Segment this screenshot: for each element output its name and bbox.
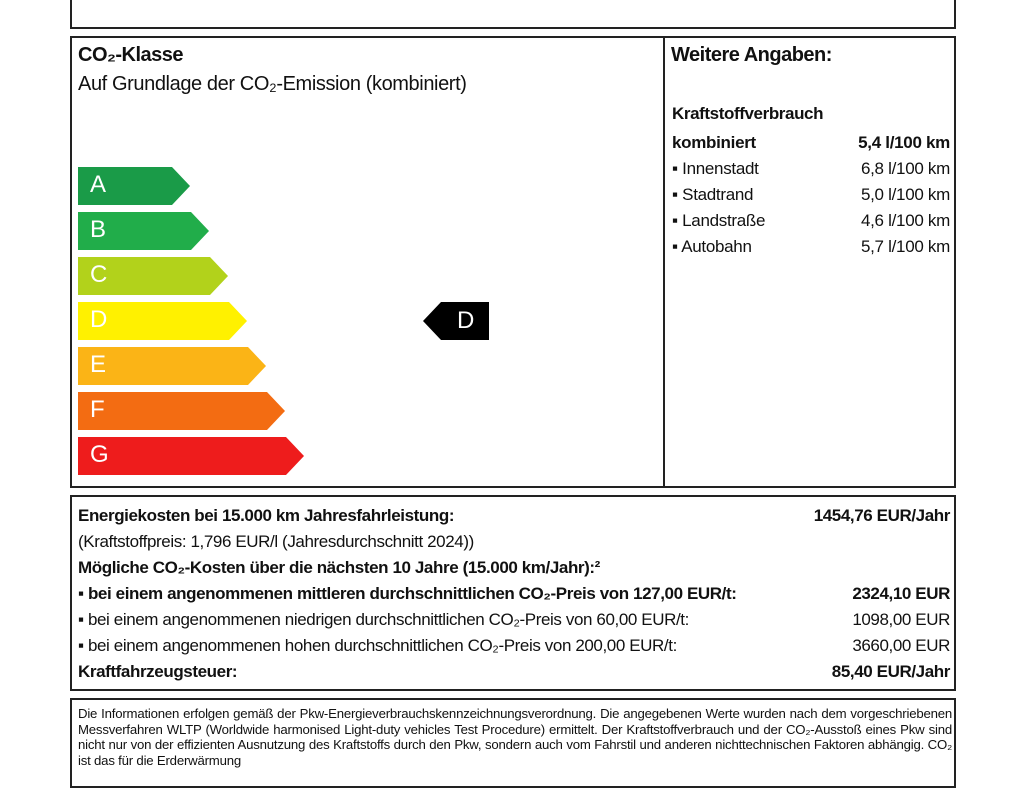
tax-value: 85,40 EUR/Jahr [831, 662, 951, 681]
co2-high-row: ▪ bei einem angenommenen hohen durchschn… [78, 636, 950, 656]
co2-mid-value: 2324,10 EUR [852, 584, 950, 603]
tax-row: Kraftfahrzeugsteuer: 85,40 EUR/Jahr [78, 662, 950, 682]
fuel-consumption-row: ▪ Innenstadt 6,8 l/100 km [672, 159, 950, 179]
fuel-consumption-row: ▪ Landstraße 4,6 l/100 km [672, 211, 950, 231]
class-arrow-icon [78, 392, 285, 430]
class-arrow-icon [78, 257, 228, 295]
fuel-row-label: ▪ Autobahn [672, 237, 752, 256]
class-label: B [90, 216, 107, 243]
class-arrow-icon [78, 167, 190, 205]
fuel-row-label: ▪ Landstraße [672, 211, 766, 230]
co2-cost-heading-row: Mögliche CO₂-Kosten über die nächsten 10… [78, 558, 950, 578]
energy-cost-value: 1454,76 EUR/Jahr [813, 506, 951, 525]
class-label: D [90, 306, 108, 333]
class-bar-b: B [78, 212, 209, 250]
energy-cost-row: Energiekosten bei 15.000 km Jahresfahrle… [78, 506, 950, 526]
fuel-row-label: kombiniert [672, 133, 756, 152]
fuel-row-label: ▪ Innenstadt [672, 159, 759, 178]
co2-mid-row: ▪ bei einem angenommenen mittleren durch… [78, 584, 950, 604]
class-bar-c: C [78, 257, 228, 295]
fuel-consumption-row: ▪ Stadtrand 5,0 l/100 km [672, 185, 950, 205]
energy-cost-label: Energiekosten bei 15.000 km Jahresfahrle… [78, 506, 455, 525]
disclaimer-text: Die Informationen erfolgen gemäß der Pkw… [78, 706, 952, 768]
fuel-consumption-row: ▪ Autobahn 5,7 l/100 km [672, 237, 950, 257]
class-label: G [90, 441, 109, 468]
class-arrow-icon [78, 437, 304, 475]
class-label: A [90, 171, 107, 198]
marker-arrow-icon [423, 302, 489, 340]
co2-class-title: CO₂-Klasse [78, 44, 184, 66]
fuel-row-value: 4,6 l/100 km [860, 211, 950, 230]
class-arrow-icon [78, 212, 209, 250]
co2-low-value: 1098,00 EUR [852, 610, 950, 629]
panel-divider [663, 36, 665, 488]
fuel-row-value: 5,7 l/100 km [860, 237, 950, 256]
class-label: F [90, 396, 105, 423]
co2-low-label: ▪ bei einem angenommenen niedrigen durch… [78, 610, 689, 629]
class-bar-f: F [78, 392, 285, 430]
class-arrow-icon [78, 347, 266, 385]
class-bar-a: A [78, 167, 190, 205]
class-arrow-icon [78, 302, 247, 340]
current-class-label: D [457, 307, 475, 334]
class-label: E [90, 351, 107, 378]
current-class-marker: D [423, 302, 489, 340]
tax-label: Kraftfahrzeugsteuer: [78, 662, 238, 681]
co2-low-row: ▪ bei einem angenommenen niedrigen durch… [78, 610, 950, 630]
fuel-price: (Kraftstoffpreis: 1,796 EUR/l (Jahresdur… [78, 532, 474, 551]
co2-class-panel [70, 36, 956, 488]
co2-cost-heading: Mögliche CO₂-Kosten über die nächsten 10… [78, 558, 600, 577]
fuel-price-row: (Kraftstoffpreis: 1,796 EUR/l (Jahresdur… [78, 532, 950, 552]
class-bar-g: G [78, 437, 304, 475]
class-bar-e: E [78, 347, 266, 385]
fuel-row-value: 5,4 l/100 km [858, 133, 950, 152]
class-label: C [90, 261, 108, 288]
co2-high-label: ▪ bei einem angenommenen hohen durchschn… [78, 636, 677, 655]
co2-high-value: 3660,00 EUR [852, 636, 950, 655]
fuel-consumption-row: kombiniert 5,4 l/100 km [672, 133, 950, 153]
fuel-row-value: 6,8 l/100 km [860, 159, 950, 178]
co2-class-subtitle: Auf Grundlage der CO₂-Emission (kombinie… [78, 73, 467, 95]
fuel-heading: Kraftstoffverbrauch [672, 104, 824, 123]
class-bar-d: D [78, 302, 247, 340]
co2-mid-label: ▪ bei einem angenommenen mittleren durch… [78, 584, 737, 603]
fuel-row-label: ▪ Stadtrand [672, 185, 754, 204]
header-box [70, 0, 956, 29]
fuel-row-value: 5,0 l/100 km [860, 185, 950, 204]
costs-panel [70, 495, 956, 691]
details-title: Weitere Angaben: [671, 44, 832, 66]
